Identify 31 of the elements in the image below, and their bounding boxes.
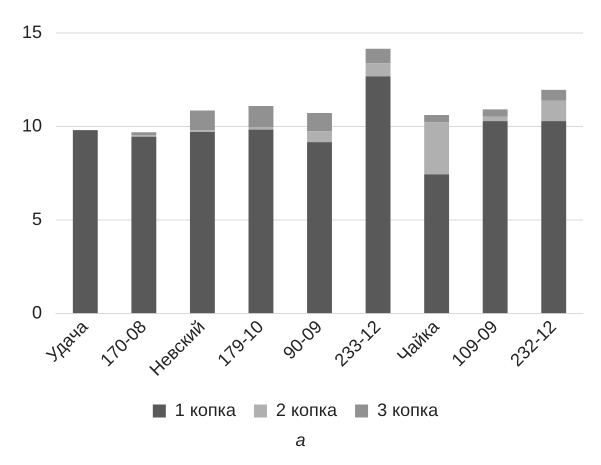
bar xyxy=(424,122,450,174)
bar xyxy=(190,110,215,130)
bar xyxy=(131,132,156,136)
bar xyxy=(307,131,332,142)
text: а xyxy=(294,430,306,451)
y-tick-label: 15 xyxy=(22,22,42,42)
bar xyxy=(541,100,566,122)
bar xyxy=(541,121,566,314)
bar xyxy=(248,126,274,130)
legend-label: 3 копка xyxy=(377,400,440,420)
bar xyxy=(541,90,566,101)
bar xyxy=(424,115,450,122)
bar xyxy=(190,132,215,314)
bar xyxy=(248,106,274,127)
y-tick-label: 10 xyxy=(22,115,42,136)
y-tick-label: 5 xyxy=(32,209,42,230)
bar xyxy=(307,142,332,314)
bar xyxy=(482,121,508,314)
bar xyxy=(424,174,450,314)
bar xyxy=(482,116,508,122)
bar xyxy=(366,63,391,76)
bar xyxy=(482,109,508,117)
y-tick-label: 0 xyxy=(32,302,42,323)
legend-label: 1 копка xyxy=(174,400,237,420)
legend-label: 2 копка xyxy=(276,400,338,420)
bar xyxy=(366,76,391,314)
bar xyxy=(131,136,156,314)
bar xyxy=(72,130,98,314)
bar xyxy=(248,130,274,314)
bar xyxy=(307,112,332,132)
bar xyxy=(366,48,391,64)
